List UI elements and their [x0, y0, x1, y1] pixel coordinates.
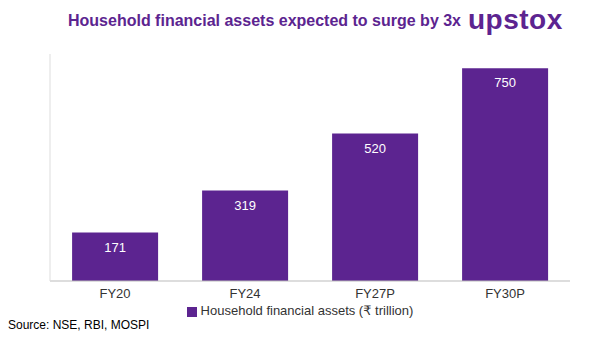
svg-text:FY27P: FY27P — [355, 286, 395, 301]
html-text:Household financial assets exp: Household financial assets expected to s… — [68, 4, 563, 35]
html-text:Source: NSE, RBI, MOSPI: Source: NSE, RBI, MOSPI — [8, 318, 150, 332]
svg-text:FY30P: FY30P — [485, 286, 525, 301]
html-text:Household financial assets (₹: Household financial assets (₹ trillion) — [200, 303, 414, 318]
svg-text:FY20: FY20 — [99, 286, 130, 301]
svg-text:750: 750 — [494, 75, 516, 90]
svg-text:319: 319 — [234, 198, 256, 213]
svg-text:171: 171 — [104, 240, 126, 255]
svg-text:FY24: FY24 — [229, 286, 260, 301]
svg-text:520: 520 — [364, 141, 386, 156]
